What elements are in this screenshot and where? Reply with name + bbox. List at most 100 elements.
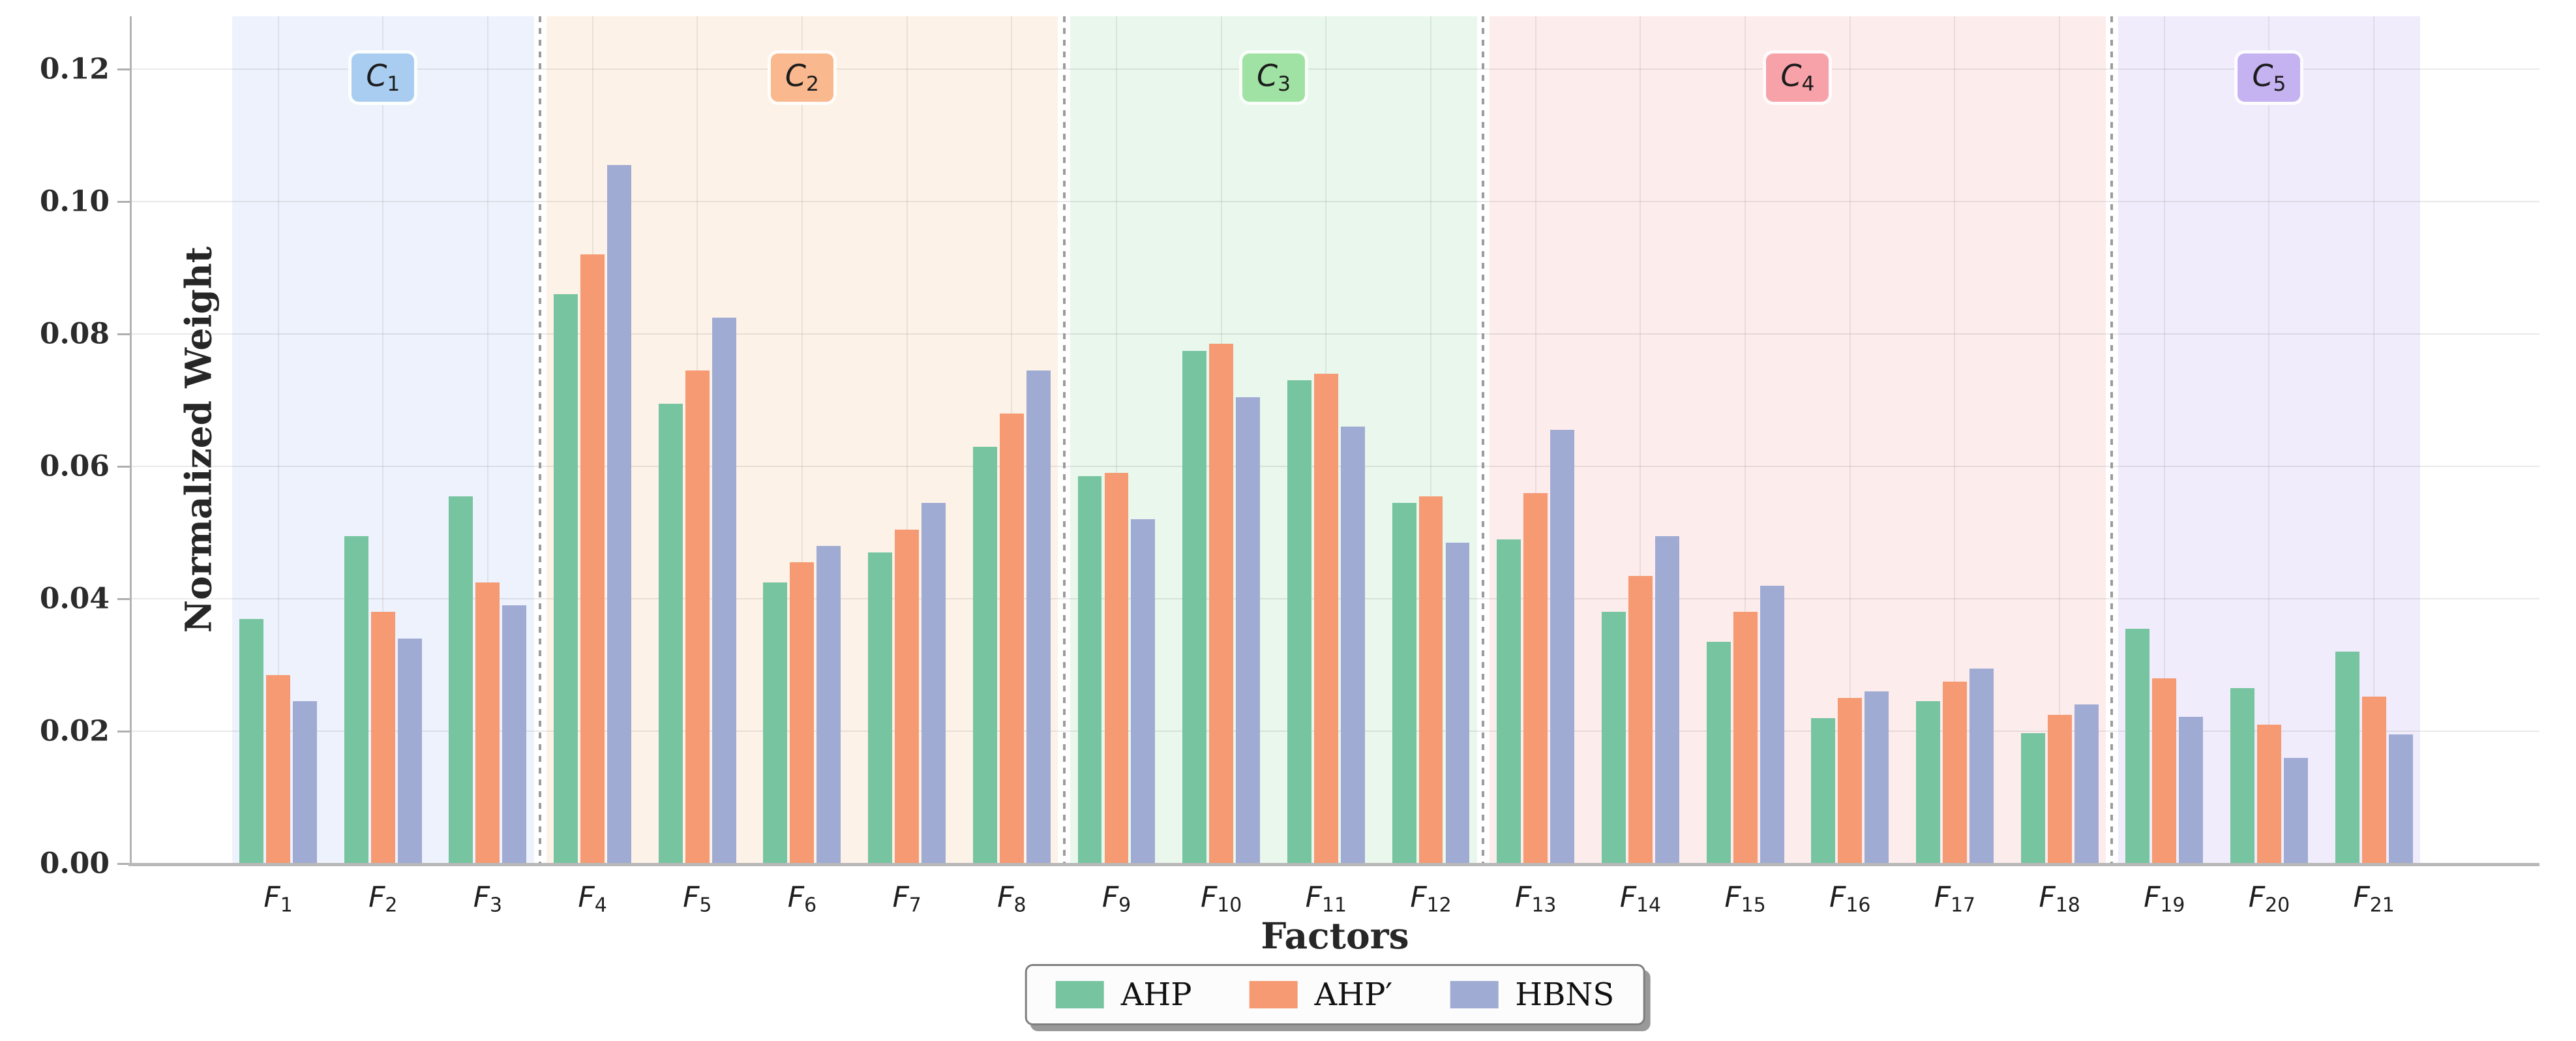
legend-item-AHP: AHP xyxy=(1055,976,1192,1013)
x-axis-title: Factors xyxy=(1261,914,1409,957)
x-tick-label-f5: F5 xyxy=(683,881,712,917)
category-separator xyxy=(2110,16,2114,864)
bar-F14-HBNS xyxy=(1655,536,1679,864)
y-tick-mark xyxy=(117,465,130,468)
bar-F3-AHP xyxy=(475,582,500,864)
bar-F1-HBNS xyxy=(293,701,317,864)
bar-F20-AHP xyxy=(2230,688,2254,864)
bar-F18-HBNS xyxy=(2074,704,2099,864)
bar-F8-AHP xyxy=(972,446,997,864)
vertical-gridline xyxy=(1115,16,1117,864)
bar-F12-HBNS xyxy=(1445,542,1470,864)
bar-F10-HBNS xyxy=(1236,397,1261,864)
bar-F17-AHP xyxy=(1942,681,1967,864)
bar-F2-AHP xyxy=(344,536,368,864)
category-chip-c5: C5 xyxy=(2234,50,2304,106)
x-axis-spine xyxy=(128,863,2539,866)
x-tick-label-f11: F11 xyxy=(1305,881,1347,917)
bar-F14-AHP xyxy=(1601,612,1626,864)
bar-F15-HBNS xyxy=(1760,585,1784,864)
bar-F12-AHP xyxy=(1418,496,1443,864)
y-tick-mark xyxy=(117,597,130,600)
category-separator xyxy=(1062,16,1066,864)
x-tick-label-f19: F19 xyxy=(2144,881,2185,917)
legend-label: HBNS xyxy=(1515,976,1615,1013)
legend-label: AHP′ xyxy=(1314,976,1393,1013)
y-tick-mark xyxy=(117,333,130,335)
bar-F7-AHP xyxy=(868,552,893,864)
y-tick-mark xyxy=(117,200,130,203)
horizontal-gridline xyxy=(130,333,2539,335)
bar-F6-AHP xyxy=(763,582,788,864)
vertical-gridline xyxy=(2268,16,2270,864)
x-tick-label-f4: F4 xyxy=(578,881,607,917)
legend-swatch-icon xyxy=(1055,981,1104,1008)
bar-F11-HBNS xyxy=(1340,427,1365,864)
bar-F19-AHP xyxy=(2125,628,2150,864)
bar-F21-HBNS xyxy=(2388,734,2413,864)
vertical-gridline xyxy=(801,16,803,864)
bar-F11-AHP xyxy=(1287,380,1311,864)
bar-F18-AHP xyxy=(2047,714,2072,864)
y-axis-spine xyxy=(130,16,132,864)
bar-F5-AHP xyxy=(658,403,683,864)
legend: AHP AHP′ HBNS xyxy=(1025,964,1645,1025)
y-tick-label: 0.12 xyxy=(39,52,110,86)
legend-item-AHP: AHP′ xyxy=(1249,976,1393,1013)
bar-F6-HBNS xyxy=(816,545,841,864)
y-tick-mark xyxy=(117,862,130,865)
bar-F3-HBNS xyxy=(502,605,527,864)
bar-F18-AHP xyxy=(2020,733,2045,864)
vertical-gridline xyxy=(1430,16,1432,864)
category-separator xyxy=(539,16,542,864)
bar-F10-AHP xyxy=(1182,350,1207,864)
y-tick-label: 0.02 xyxy=(39,714,110,748)
bar-F13-HBNS xyxy=(1550,430,1575,864)
bar-F21-AHP xyxy=(2335,652,2359,864)
bar-F2-AHP xyxy=(370,612,395,864)
x-tick-label-f9: F9 xyxy=(1101,881,1131,917)
x-tick-label-f12: F12 xyxy=(1410,881,1452,917)
bar-F15-AHP xyxy=(1706,642,1731,864)
y-tick-mark xyxy=(117,68,130,70)
bar-F10-AHP xyxy=(1209,344,1234,864)
bar-F20-AHP xyxy=(2256,724,2281,864)
bar-F5-HBNS xyxy=(711,317,736,864)
bar-F16-AHP xyxy=(1811,717,1836,864)
bar-F4-AHP xyxy=(580,254,605,864)
bar-F19-AHP xyxy=(2152,678,2177,864)
category-chip-c1: C1 xyxy=(348,50,418,106)
bar-F7-HBNS xyxy=(921,502,946,864)
y-tick-label: 0.10 xyxy=(39,185,110,219)
horizontal-gridline xyxy=(130,68,2539,70)
x-tick-label-f1: F1 xyxy=(263,881,293,917)
x-tick-label-f13: F13 xyxy=(1515,881,1557,917)
legend-swatch-icon xyxy=(1450,981,1499,1008)
vertical-gridline xyxy=(2163,16,2165,864)
bar-F17-AHP xyxy=(1915,701,1940,864)
y-tick-mark xyxy=(117,730,130,732)
x-tick-label-f3: F3 xyxy=(473,881,503,917)
bar-F1-AHP xyxy=(266,674,291,864)
x-tick-label-f6: F6 xyxy=(787,881,817,917)
y-tick-label: 0.00 xyxy=(39,847,110,881)
bar-F9-AHP xyxy=(1104,473,1129,864)
x-tick-label-f10: F10 xyxy=(1200,881,1242,917)
bar-F8-AHP xyxy=(999,413,1024,864)
bar-F16-AHP xyxy=(1838,698,1863,864)
x-tick-label-f20: F20 xyxy=(2248,881,2290,917)
vertical-gridline xyxy=(1535,16,1536,864)
bar-F9-AHP xyxy=(1077,476,1102,864)
x-tick-label-f14: F14 xyxy=(1619,881,1662,917)
x-tick-label-f15: F15 xyxy=(1724,881,1766,917)
category-separator xyxy=(1482,16,1485,864)
bar-F8-HBNS xyxy=(1026,370,1051,864)
x-tick-label-f18: F18 xyxy=(2039,881,2080,917)
category-band-c4 xyxy=(1490,16,2106,864)
bar-F20-HBNS xyxy=(2283,757,2308,864)
vertical-gridline xyxy=(277,16,279,864)
category-chip-c4: C4 xyxy=(1763,50,1833,106)
category-chip-c3: C3 xyxy=(1238,50,1309,106)
vertical-gridline xyxy=(2373,16,2375,864)
